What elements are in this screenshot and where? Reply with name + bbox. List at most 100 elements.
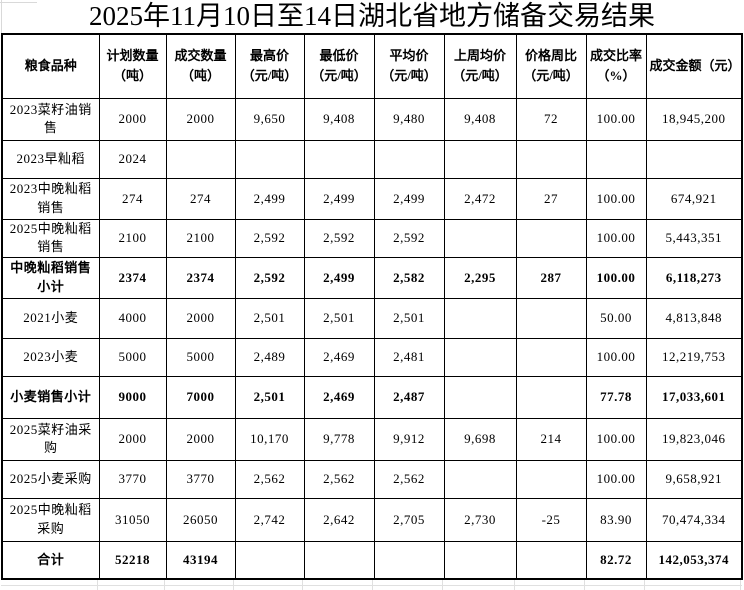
value-cell: 2,499 bbox=[303, 177, 375, 220]
column-header-line: 平均价 bbox=[389, 48, 429, 64]
value-cell bbox=[443, 139, 517, 179]
value-cell: 214 bbox=[515, 417, 587, 461]
value-cell: 100.00 bbox=[585, 218, 647, 258]
value-cell: 2,295 bbox=[443, 256, 517, 299]
value-cell bbox=[303, 139, 375, 179]
page-title: 2025年11月10日至14日湖北省地方储备交易结果 bbox=[89, 1, 655, 31]
value-cell: 9000 bbox=[98, 375, 167, 419]
value-cell: 2,592 bbox=[234, 218, 305, 258]
value-cell bbox=[515, 459, 587, 499]
value-cell: 2,730 bbox=[443, 497, 517, 542]
row-label: 2021小麦 bbox=[1, 297, 100, 339]
value-cell bbox=[443, 337, 517, 377]
value-cell bbox=[443, 540, 517, 580]
value-cell: 5000 bbox=[98, 337, 167, 377]
value-cell: 2,501 bbox=[234, 297, 305, 339]
trade-results-table: 粮食品种 计划数量 （吨） 成交数量 （吨） 最高价 （元/吨） 最低价 （元/吨） 平均价 （元/… bbox=[1, 33, 743, 580]
value-cell: 12,219,753 bbox=[645, 337, 743, 377]
column-header-line: 最低价 bbox=[319, 48, 359, 64]
value-cell: 2,501 bbox=[303, 297, 375, 339]
value-cell: 100.00 bbox=[585, 417, 647, 461]
value-cell: 2,469 bbox=[303, 375, 375, 419]
value-cell: 26050 bbox=[165, 497, 236, 542]
value-cell: 4000 bbox=[98, 297, 167, 339]
column-header-2: 计划数量 （吨） bbox=[98, 33, 167, 99]
value-cell bbox=[515, 218, 587, 258]
value-cell bbox=[234, 139, 305, 179]
value-cell: 5,443,351 bbox=[645, 218, 743, 258]
value-cell: 9,778 bbox=[303, 417, 375, 461]
table-row: 合计 52218 43194 82.72 142,053,374 bbox=[1, 540, 743, 580]
faint-gridline-vertical bbox=[1, 0, 2, 33]
value-cell: 2,705 bbox=[373, 497, 445, 542]
value-cell: 287 bbox=[515, 256, 587, 299]
column-header-line: （元/吨） bbox=[311, 68, 367, 84]
column-header-line: （元/吨） bbox=[523, 68, 579, 84]
value-cell: 31050 bbox=[98, 497, 167, 542]
column-header-7: 上周均价 （元/吨） bbox=[443, 33, 517, 99]
column-header-4: 最高价 （元/吨） bbox=[234, 33, 305, 99]
row-label: 2023中晚籼稻 销售 bbox=[1, 177, 100, 220]
value-cell: 83.90 bbox=[585, 497, 647, 542]
value-cell: 2,562 bbox=[373, 459, 445, 499]
row-label: 2025中晚籼稻 采购 bbox=[1, 497, 100, 542]
table-row: 2025菜籽油采 购 2000 2000 10,170 9,778 9,912 9,698 2… bbox=[1, 417, 743, 461]
value-cell: 2374 bbox=[165, 256, 236, 299]
value-cell: 9,408 bbox=[303, 97, 375, 141]
table-row: 中晚籼稻销售 小计 2374 2374 2,592 2,499 2,582 2,295 287… bbox=[1, 256, 743, 299]
value-cell: 17,033,601 bbox=[645, 375, 743, 419]
column-header-line: 粮食品种 bbox=[24, 58, 77, 74]
value-cell bbox=[443, 375, 517, 419]
value-cell: 2024 bbox=[98, 139, 167, 179]
value-cell: 2,472 bbox=[443, 177, 517, 220]
value-cell bbox=[443, 297, 517, 339]
value-cell: 2,489 bbox=[234, 337, 305, 377]
column-header-1: 粮食品种 bbox=[1, 33, 100, 99]
table-row: 2023中晚籼稻 销售 274 274 2,499 2,499 2,499 2,472 27 1… bbox=[1, 177, 743, 220]
column-header-line: （元/吨） bbox=[381, 68, 437, 84]
value-cell: 2,562 bbox=[234, 459, 305, 499]
value-cell: 9,480 bbox=[373, 97, 445, 141]
value-cell bbox=[303, 540, 375, 580]
value-cell: 50.00 bbox=[585, 297, 647, 339]
column-header-6: 平均价 （元/吨） bbox=[373, 33, 445, 99]
column-header-line: 上周均价 bbox=[453, 48, 506, 64]
value-cell bbox=[645, 139, 743, 179]
row-label: 小麦销售小计 bbox=[1, 375, 100, 419]
column-header-line: （元/吨） bbox=[241, 68, 298, 84]
table-row: 小麦销售小计 9000 7000 2,501 2,469 2,487 77.78 17,033… bbox=[1, 375, 743, 419]
value-cell: 77.78 bbox=[585, 375, 647, 419]
value-cell: 2,592 bbox=[234, 256, 305, 299]
column-header-line: 成交金额（元） bbox=[649, 58, 741, 74]
value-cell: 19,823,046 bbox=[645, 417, 743, 461]
value-cell: 2,499 bbox=[303, 256, 375, 299]
column-header-line: 成交比率 bbox=[589, 48, 642, 64]
value-cell: 2,562 bbox=[303, 459, 375, 499]
column-header-line: （%） bbox=[596, 68, 636, 84]
value-cell: 100.00 bbox=[585, 97, 647, 141]
column-header-8: 价格周比 （元/吨） bbox=[515, 33, 587, 99]
table-row: 2023早籼稻 2024 bbox=[1, 139, 743, 179]
value-cell bbox=[515, 337, 587, 377]
value-cell: 100.00 bbox=[585, 337, 647, 377]
value-cell: 2,469 bbox=[303, 337, 375, 377]
value-cell bbox=[234, 540, 305, 580]
faint-gridline-horizontal bbox=[0, 2, 37, 3]
value-cell: 2000 bbox=[165, 417, 236, 461]
value-cell: 27 bbox=[515, 177, 587, 220]
value-cell: 2,481 bbox=[373, 337, 445, 377]
value-cell bbox=[515, 375, 587, 419]
value-cell: 2,501 bbox=[234, 375, 305, 419]
value-cell: 2000 bbox=[98, 97, 167, 141]
value-cell: 2,499 bbox=[234, 177, 305, 220]
value-cell: 2000 bbox=[165, 97, 236, 141]
value-cell bbox=[515, 297, 587, 339]
row-label: 2025中晚籼稻 销售 bbox=[1, 218, 100, 258]
value-cell: 9,658,921 bbox=[645, 459, 743, 499]
table-row: 2023菜籽油销 售 2000 2000 9,650 9,408 9,480 9,408 72… bbox=[1, 97, 743, 141]
value-cell: 2100 bbox=[165, 218, 236, 258]
value-cell: 2,592 bbox=[303, 218, 375, 258]
value-cell: 9,698 bbox=[443, 417, 517, 461]
column-header-9: 成交比率 （%） bbox=[585, 33, 647, 99]
column-header-3: 成交数量 （吨） bbox=[165, 33, 236, 99]
